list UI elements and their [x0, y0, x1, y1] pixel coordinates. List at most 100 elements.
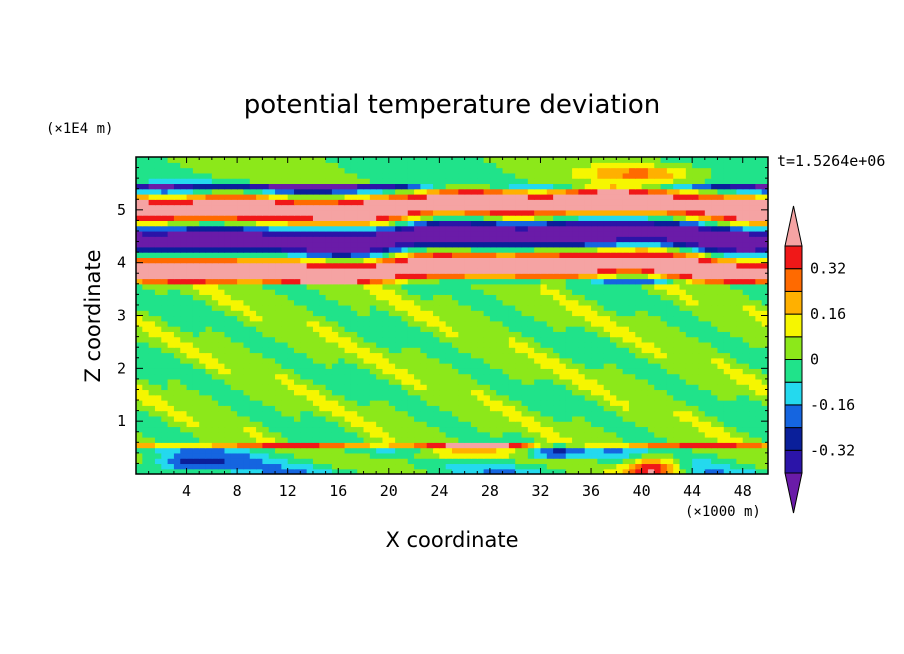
field-cell — [300, 410, 308, 417]
field-cell — [717, 246, 725, 253]
field-cell — [565, 209, 573, 216]
field-cell — [376, 331, 384, 338]
field-cell — [502, 331, 510, 338]
field-cell — [433, 368, 440, 375]
field-cell — [142, 431, 150, 438]
field-cell — [136, 262, 143, 269]
field-cell — [192, 336, 200, 343]
field-cell — [205, 246, 213, 253]
field-cell — [470, 410, 478, 417]
field-cell — [591, 262, 598, 269]
field-cell — [319, 447, 327, 454]
field-cell — [673, 215, 681, 221]
field-cell — [439, 394, 447, 401]
field-cell — [420, 426, 428, 433]
field-cell — [603, 283, 611, 290]
field-cell — [414, 331, 421, 338]
field-cell — [591, 341, 598, 348]
field-cell — [534, 389, 542, 396]
field-cell — [628, 363, 636, 369]
field-cell — [647, 299, 655, 306]
field-cell — [496, 283, 504, 290]
field-cell — [325, 341, 333, 348]
field-cell — [654, 267, 662, 274]
field-cell — [749, 437, 756, 443]
field-cell — [294, 273, 301, 280]
field-cell — [496, 299, 504, 306]
field-cell — [395, 468, 403, 474]
field-cell — [673, 447, 681, 454]
field-cell — [591, 415, 598, 422]
field-cell — [723, 257, 731, 264]
field-cell — [275, 209, 282, 216]
field-cell — [711, 294, 719, 301]
field-cell — [685, 283, 693, 290]
field-cell — [199, 289, 207, 295]
field-cell — [527, 252, 535, 258]
field-cell — [161, 426, 169, 433]
field-cell — [275, 405, 282, 412]
field-cell — [319, 278, 327, 285]
field-cell — [249, 452, 257, 459]
field-cell — [281, 273, 289, 280]
field-cell — [237, 225, 245, 232]
field-cell — [704, 458, 712, 465]
field-cell — [591, 363, 598, 369]
field-cell — [591, 273, 598, 280]
field-cell — [192, 315, 200, 322]
field-cell — [268, 326, 276, 332]
field-cell — [256, 257, 263, 264]
field-cell — [180, 209, 188, 216]
field-cell — [161, 289, 169, 295]
field-cell — [692, 310, 700, 317]
field-cell — [527, 267, 535, 274]
field-cell — [749, 389, 756, 396]
field-cell — [578, 442, 586, 449]
field-cell — [458, 394, 466, 401]
field-cell — [268, 278, 276, 285]
field-cell — [521, 405, 529, 412]
field-cell — [180, 241, 188, 248]
field-cell — [717, 452, 725, 459]
field-cell — [180, 378, 188, 385]
field-cell — [597, 405, 605, 412]
field-cell — [312, 252, 320, 258]
field-cell — [692, 230, 700, 237]
field-cell — [666, 320, 674, 327]
field-cell — [192, 294, 200, 301]
field-cell — [211, 257, 219, 264]
field-cell — [521, 347, 529, 354]
field-cell — [142, 209, 150, 216]
field-cell — [230, 373, 238, 380]
field-cell — [458, 431, 466, 438]
field-cell — [578, 230, 586, 237]
field-cell — [433, 373, 440, 380]
field-cell — [477, 341, 485, 348]
field-cell — [572, 463, 579, 470]
field-cell — [275, 415, 282, 422]
field-cell — [218, 336, 226, 343]
field-cell — [698, 236, 706, 243]
field-cell — [154, 458, 162, 465]
field-cell — [249, 257, 257, 264]
field-cell — [186, 410, 194, 417]
field-cell — [489, 389, 497, 396]
field-cell — [622, 278, 630, 285]
field-cell — [736, 315, 744, 322]
field-cell — [173, 283, 181, 290]
field-cell — [723, 299, 731, 306]
field-cell — [452, 352, 459, 359]
field-cell — [173, 289, 181, 295]
field-cell — [199, 209, 207, 216]
field-cell — [249, 267, 257, 274]
field-cell — [641, 315, 649, 322]
field-cell — [723, 431, 731, 438]
field-cell — [666, 310, 674, 317]
field-cell — [218, 315, 226, 322]
field-cell — [666, 283, 674, 290]
field-cell — [508, 373, 516, 380]
field-cell — [262, 220, 270, 227]
field-cell — [591, 389, 598, 396]
field-cell — [350, 304, 358, 311]
